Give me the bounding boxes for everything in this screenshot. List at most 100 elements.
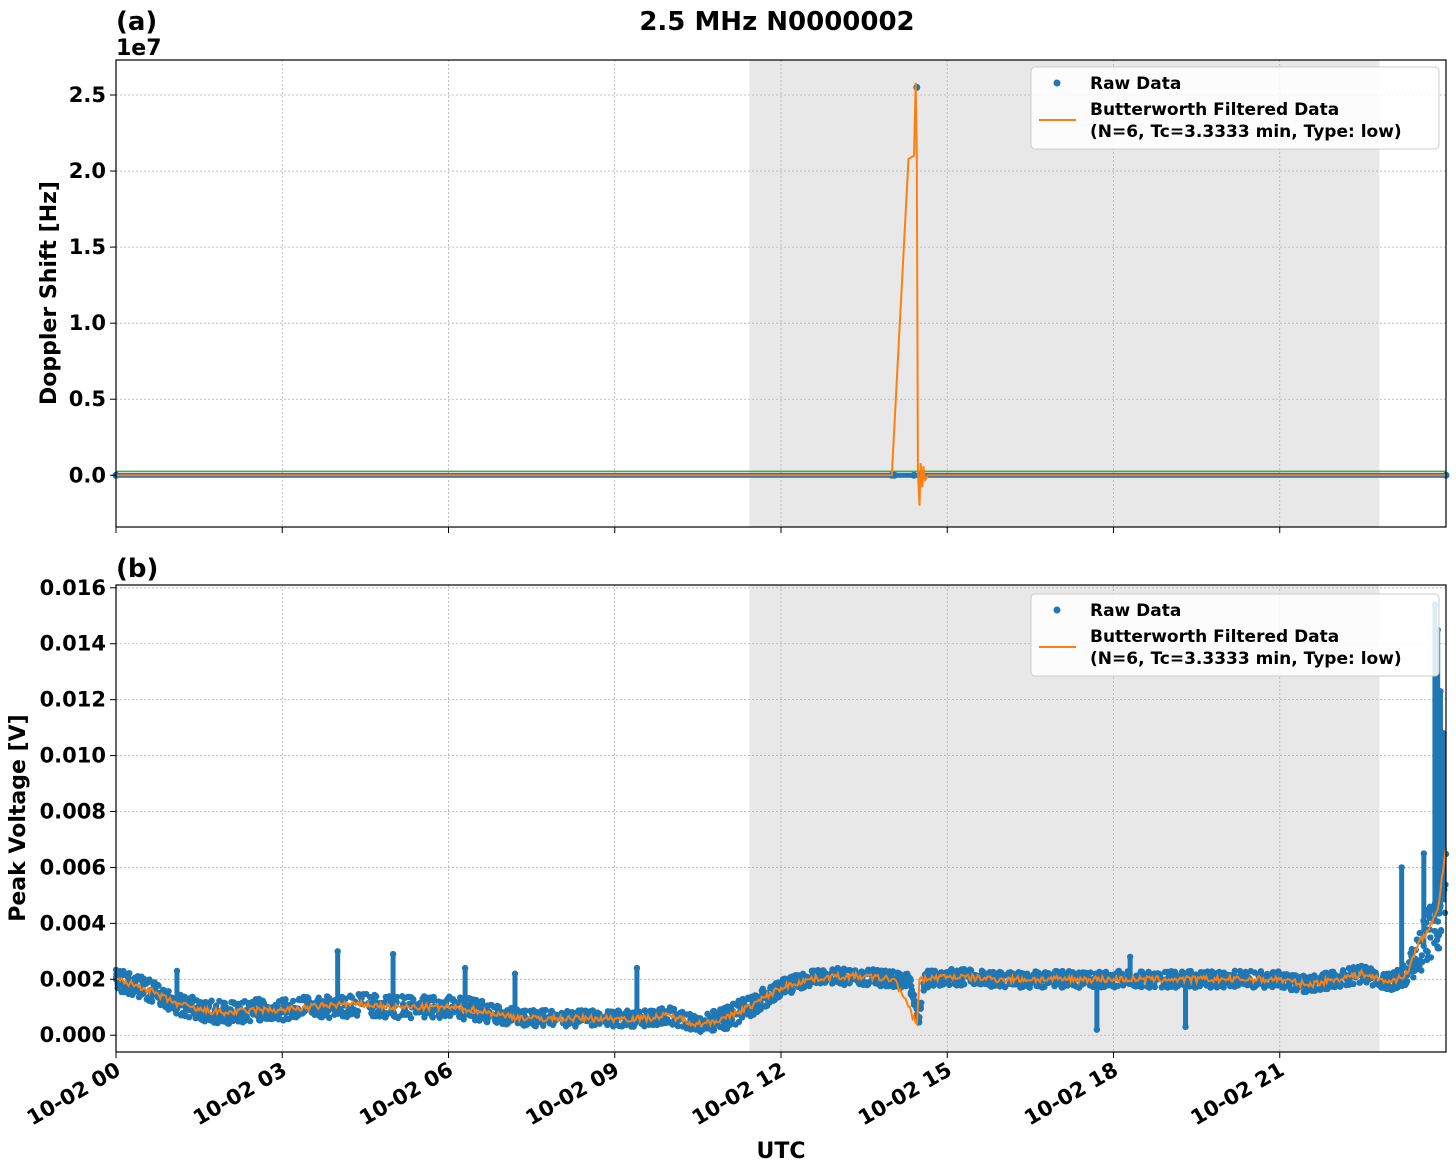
- raw-outlier-point: [461, 964, 469, 972]
- raw-outlier-point: [1398, 864, 1405, 871]
- panel-a-grid: [115, 60, 1446, 527]
- raw-point: [303, 995, 310, 1002]
- raw-point: [652, 1021, 659, 1028]
- panel-b-legend-box: [1030, 593, 1440, 677]
- panel-b-legend-filtered-label-1: Butterworth Filtered Data: [1090, 627, 1339, 647]
- ytick-label: 0.014: [40, 632, 106, 656]
- raw-point: [874, 966, 881, 974]
- raw-point: [383, 996, 391, 1004]
- raw-point: [806, 982, 813, 990]
- raw-point: [308, 1009, 315, 1016]
- raw-point: [623, 1021, 630, 1029]
- raw-point: [590, 1020, 598, 1028]
- raw-point: [446, 1012, 454, 1020]
- panel-a-legend: Raw Data Butterworth Filtered Data (N=6,…: [1030, 66, 1440, 150]
- raw-point: [846, 967, 854, 974]
- raw-point: [484, 1017, 491, 1025]
- raw-point: [181, 1012, 189, 1020]
- raw-point: [716, 1023, 724, 1031]
- raw-point: [382, 1014, 389, 1021]
- raw-point: [399, 1000, 407, 1008]
- raw-point: [122, 987, 129, 994]
- raw-point: [629, 1011, 636, 1018]
- raw-point: [1416, 957, 1423, 964]
- panel-a-legend-raw-marker: [1053, 79, 1061, 87]
- raw-point: [1383, 985, 1391, 993]
- raw-point: [1185, 968, 1192, 975]
- raw-point: [1317, 973, 1325, 981]
- raw-point: [243, 1013, 250, 1020]
- panel-b: 0.000 0.002 0.004 0.006 0.008 0.010 0.012 0.014…: [6, 554, 1450, 1131]
- raw-point: [373, 993, 380, 1000]
- raw-point: [910, 471, 918, 479]
- xtick-label: 10-02 18: [1020, 1058, 1122, 1131]
- raw-point: [1410, 967, 1417, 974]
- raw-outlier-point: [511, 970, 519, 977]
- raw-point: [341, 1013, 349, 1020]
- raw-point: [1336, 981, 1344, 989]
- panel-b-yticks: 0.000 0.002 0.004 0.006 0.008 0.010 0.012 0.014…: [40, 576, 116, 1047]
- raw-point: [421, 1014, 428, 1021]
- raw-point: [1321, 969, 1329, 977]
- raw-point: [1093, 970, 1100, 978]
- raw-point: [399, 993, 406, 1000]
- raw-point: [1167, 983, 1175, 990]
- panel-a-series-filtered: [116, 82, 1446, 506]
- raw-point: [279, 996, 286, 1003]
- panel-b-legend-filtered-label-2: (N=6, Tc=3.3333 min, Type: low): [1090, 649, 1402, 669]
- raw-outlier-point: [334, 948, 341, 955]
- panel-b-series-filtered: [115, 847, 1447, 1028]
- raw-point: [958, 966, 966, 973]
- raw-point: [1426, 914, 1433, 922]
- raw-point: [542, 1006, 549, 1014]
- raw-point: [1001, 983, 1009, 991]
- raw-point: [1213, 969, 1221, 977]
- raw-outlier-point: [1440, 730, 1447, 737]
- raw-point: [829, 966, 836, 973]
- raw-point: [518, 1020, 526, 1027]
- raw-outlier-point: [173, 967, 181, 975]
- raw-outlier-point: [1126, 953, 1134, 961]
- raw-point: [1212, 982, 1220, 989]
- raw-point: [739, 995, 746, 1003]
- raw-point: [841, 981, 848, 989]
- raw-point: [1231, 967, 1239, 975]
- raw-point: [1058, 984, 1066, 991]
- raw-point: [819, 971, 826, 978]
- raw-point: [500, 1019, 507, 1027]
- raw-point: [1033, 982, 1040, 990]
- ytick-label: 0.002: [40, 967, 106, 991]
- raw-point: [184, 1006, 192, 1013]
- raw-point: [410, 996, 417, 1003]
- raw-point: [670, 1008, 677, 1015]
- raw-point: [907, 982, 915, 990]
- raw-point: [1178, 968, 1186, 976]
- ytick-label: 2.0: [69, 159, 106, 183]
- raw-point: [390, 1011, 398, 1018]
- raw-point: [1324, 985, 1331, 993]
- raw-point: [666, 1019, 674, 1026]
- panel-b-legend-raw-marker: [1053, 606, 1061, 614]
- raw-point: [210, 1019, 218, 1026]
- raw-point: [1343, 981, 1350, 989]
- raw-point: [757, 1006, 764, 1013]
- raw-point: [1257, 968, 1265, 975]
- raw-point: [897, 971, 905, 978]
- raw-point: [1328, 968, 1335, 976]
- raw-point: [1353, 965, 1361, 972]
- panel-b-xticks: 10-02 00 10-02 03 10-02 06 10-02 09 10-02 12…: [23, 1052, 1288, 1131]
- xtick-label: 10-02 03: [189, 1058, 291, 1131]
- panel-a-legend-filtered-label-1: Butterworth Filtered Data: [1090, 100, 1339, 120]
- raw-point: [523, 1020, 530, 1028]
- raw-point: [957, 978, 964, 986]
- raw-point: [815, 967, 822, 974]
- raw-point: [429, 1008, 436, 1016]
- raw-point: [571, 1022, 579, 1029]
- ytick-label: 0.008: [40, 800, 106, 824]
- raw-point: [1207, 983, 1215, 991]
- raw-point: [159, 1001, 166, 1008]
- raw-point: [298, 996, 305, 1004]
- raw-point: [878, 982, 886, 989]
- panel-b-legend-raw-label: Raw Data: [1090, 601, 1181, 621]
- raw-point: [797, 985, 805, 992]
